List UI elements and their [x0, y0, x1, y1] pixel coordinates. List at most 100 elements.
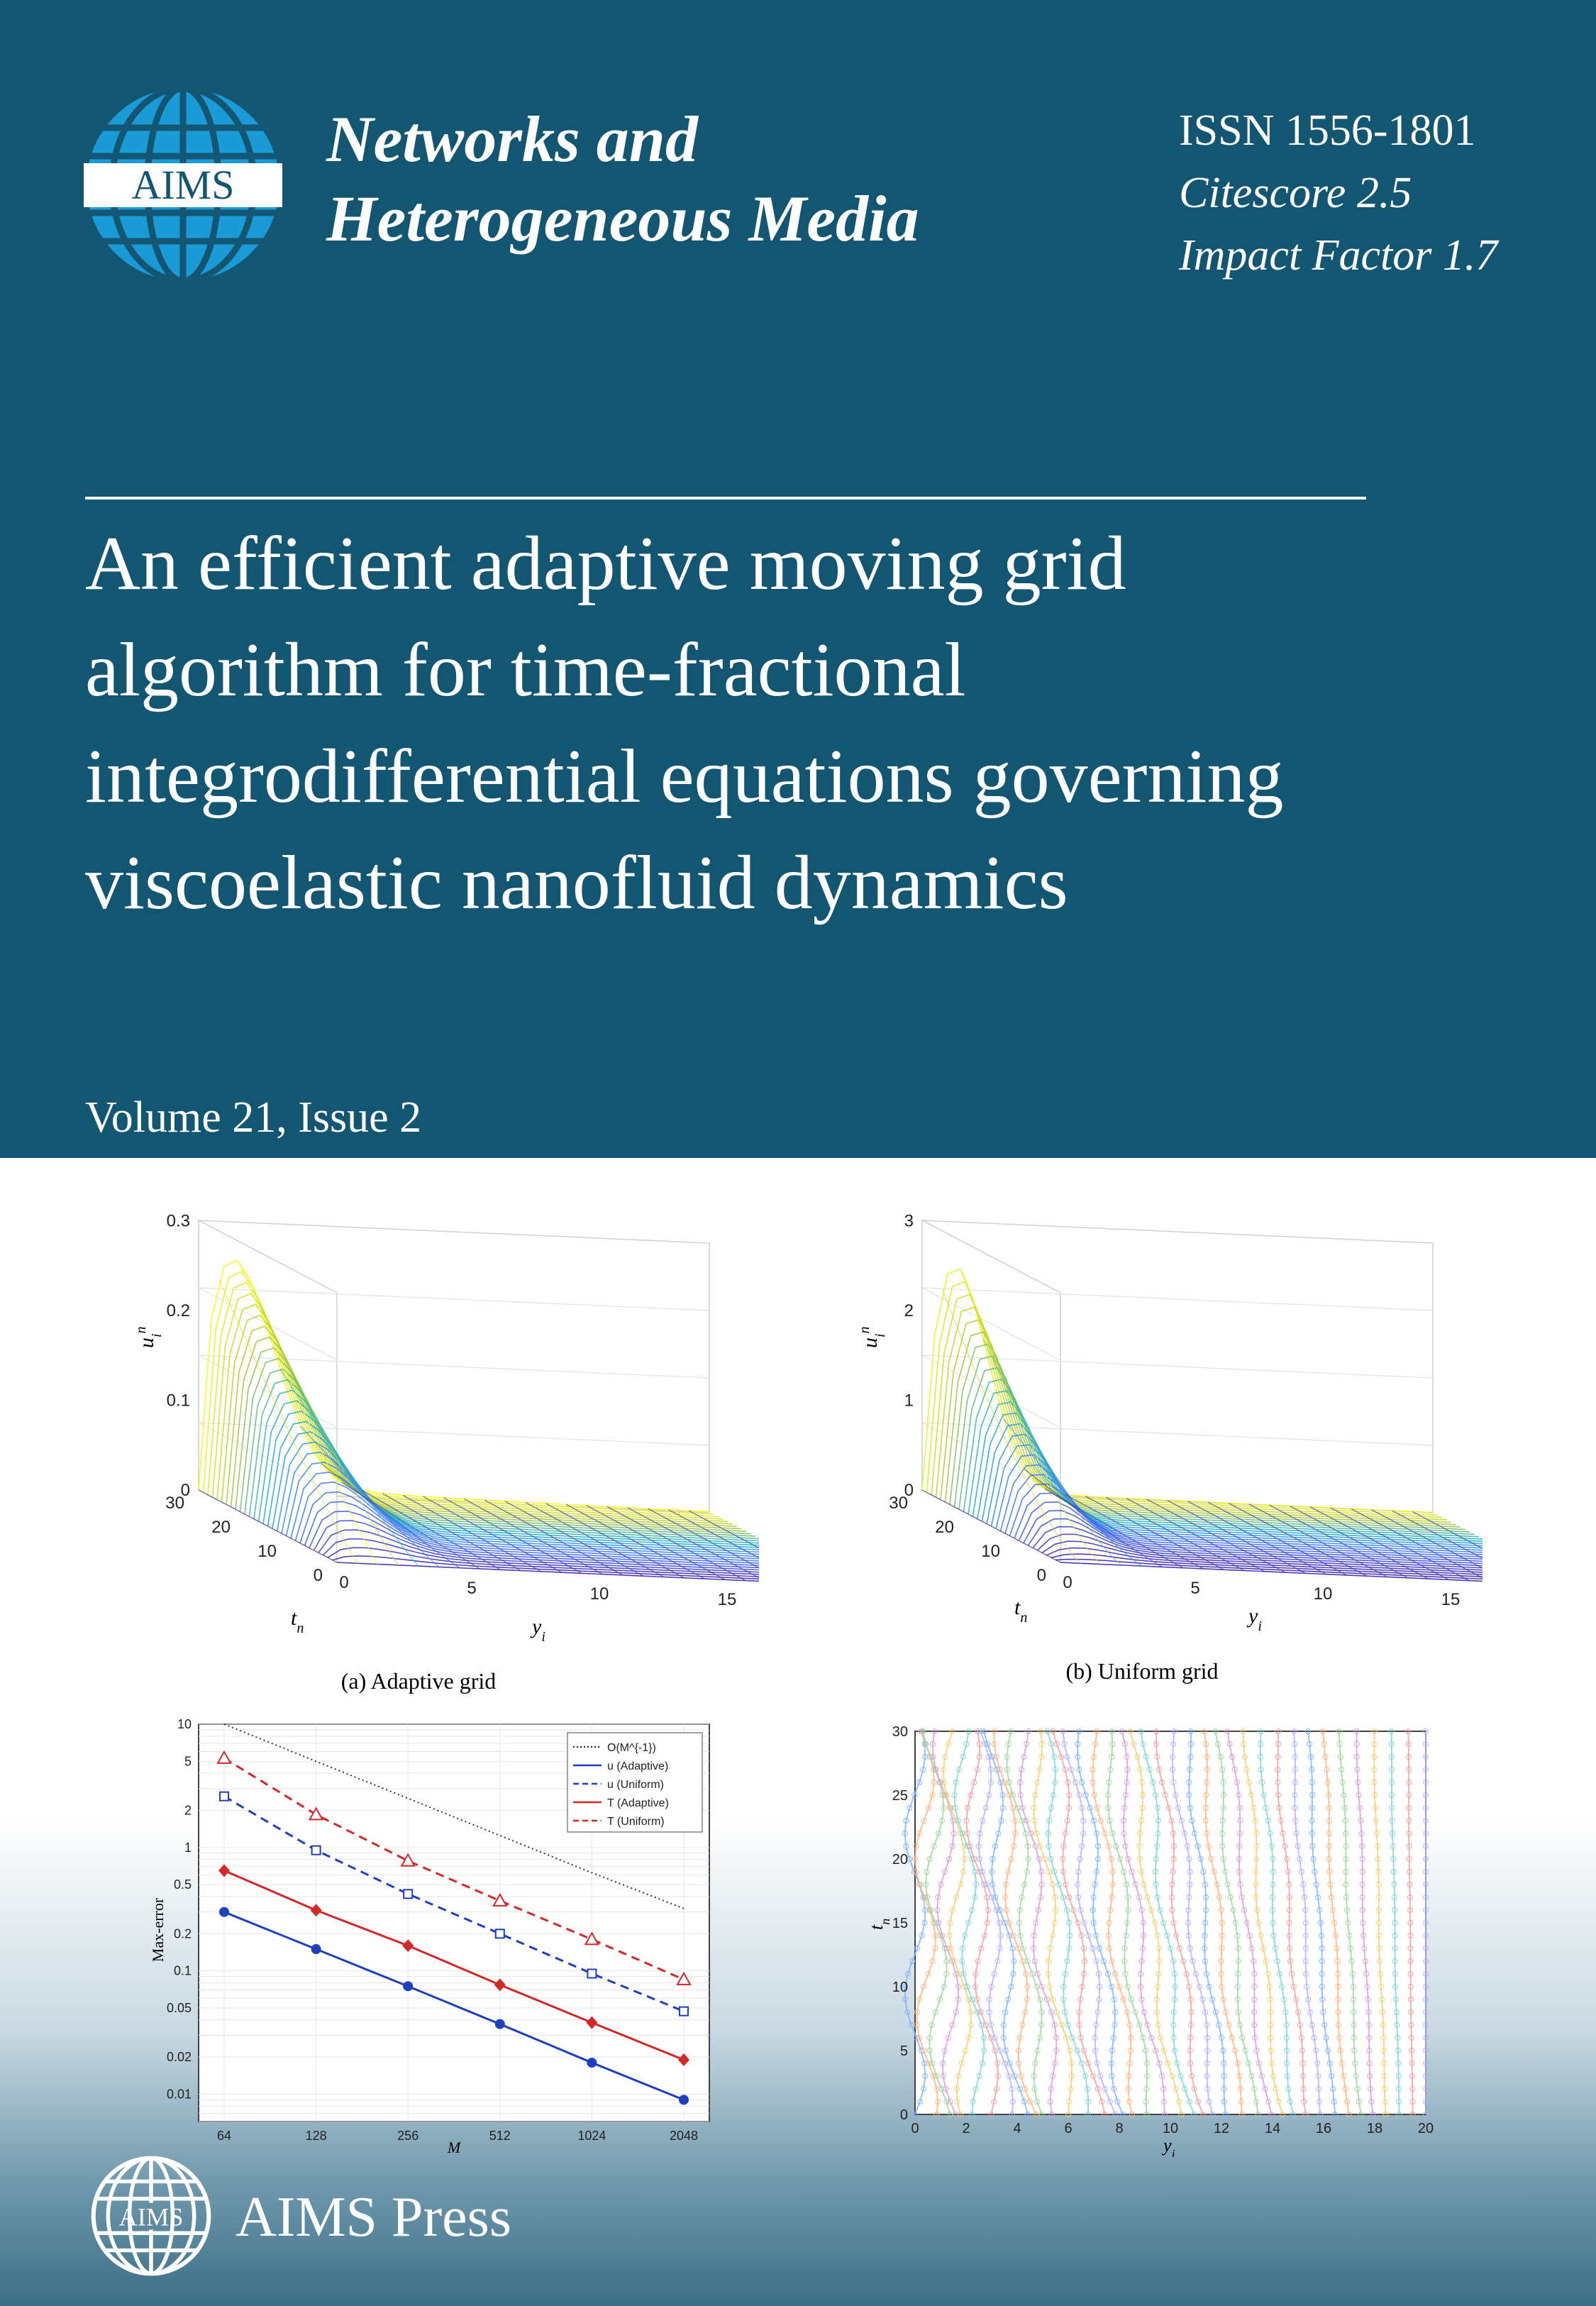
grid-node	[1219, 1766, 1226, 1773]
grid-node	[1204, 2073, 1210, 2080]
grid-node	[1046, 1843, 1052, 1850]
surface-mesh-line	[216, 1303, 728, 1523]
grid-node	[1407, 1958, 1414, 1965]
grid-node	[1236, 1843, 1243, 1850]
grid-node	[1253, 1894, 1259, 1901]
grid-trajectory	[1172, 1731, 1214, 2115]
grid-node	[946, 1932, 953, 1939]
grid-node	[1422, 1843, 1429, 1850]
grid-node	[1136, 1843, 1143, 1850]
surface-mesh-line	[402, 1494, 542, 1572]
z-axis-label: uin	[133, 1326, 165, 1348]
grid-node	[1131, 1740, 1137, 1748]
series-line	[223, 1869, 685, 2061]
grid-node	[1238, 2098, 1244, 2105]
grid-node	[1353, 1753, 1360, 1760]
grid-trajectory	[942, 1731, 972, 2115]
grid-node	[941, 1983, 947, 1990]
grid-node	[1326, 1868, 1333, 1875]
grid-node	[1219, 1932, 1225, 1939]
grid-node	[932, 2009, 938, 2016]
grid-node	[1000, 2021, 1007, 2029]
grid-node	[992, 1843, 998, 1850]
grid-node	[949, 1728, 955, 1735]
journal-title: Networks and Heterogeneous Media	[326, 99, 919, 258]
grid-node	[1234, 1779, 1240, 1786]
grid-node	[1090, 2073, 1097, 2080]
grid-node	[1107, 1817, 1113, 1824]
grid-node	[1310, 1855, 1317, 1863]
grid-node	[1251, 1958, 1257, 1965]
grid-trajectory	[1338, 1731, 1362, 2115]
grid-node	[1300, 1881, 1307, 1888]
grid-node	[1323, 2034, 1329, 2041]
grid-node	[922, 2073, 929, 2080]
grid-node	[1068, 2073, 1075, 2080]
grid-node	[1364, 1983, 1370, 1990]
x-tick-label: 2048	[670, 2129, 698, 2143]
grid-node	[1258, 1932, 1264, 1939]
grid-node	[1006, 1932, 1012, 1939]
surface-mesh-line	[202, 1270, 714, 1515]
y-tick-label: 0	[1063, 1573, 1072, 1592]
grid-node	[1253, 2047, 1260, 2054]
grid-node	[998, 1817, 1004, 1824]
grid-node	[968, 2021, 974, 2029]
grid-node	[1343, 1881, 1349, 1888]
grid-node	[1246, 1779, 1252, 1786]
surface-mesh-line	[942, 1289, 1082, 1564]
grid-node	[1422, 2111, 1429, 2118]
grid-node	[924, 1868, 930, 1875]
grid-node	[1235, 1945, 1241, 1952]
grid-node	[1156, 1945, 1162, 1952]
grid-node	[1260, 1792, 1267, 1799]
article-title: An efficient adaptive moving grid algori…	[85, 511, 1468, 937]
grid-node	[914, 2021, 920, 2029]
grid-node	[1366, 2060, 1373, 2067]
grid-node	[943, 2098, 950, 2105]
grid-node	[1298, 1868, 1304, 1875]
grid-node	[931, 1728, 938, 1735]
grid-node	[1395, 2047, 1401, 2054]
grid-node	[1067, 1932, 1073, 1939]
grid-node	[1027, 2098, 1033, 2105]
grid-node	[1422, 1804, 1429, 1811]
grid-node	[1422, 2073, 1429, 2080]
grid-node	[1341, 1804, 1348, 1811]
grid-node	[1121, 1804, 1128, 1811]
grid-node	[1273, 2085, 1279, 2092]
grid-node	[1102, 2085, 1108, 2092]
grid-node	[1049, 1932, 1055, 1939]
grid-node	[1258, 2073, 1265, 2080]
grid-node	[1407, 1894, 1413, 1901]
grid-node	[944, 1945, 951, 1952]
grid-node	[1422, 1881, 1429, 1888]
grid-node	[994, 2060, 1001, 2067]
grid-node	[1136, 1894, 1143, 1901]
x-tick-label: 14	[1265, 2121, 1280, 2136]
grid-node	[1096, 1945, 1103, 1952]
grid-node	[1006, 1779, 1012, 1786]
grid-node	[1117, 1855, 1124, 1863]
grid-node	[1108, 2060, 1114, 2067]
grid-node	[1367, 2073, 1373, 2080]
grid-node	[1263, 1958, 1269, 1965]
grid-node	[1185, 1932, 1192, 1939]
grid-node	[1360, 1919, 1366, 1926]
grid-node	[1154, 1843, 1160, 1850]
data-point	[310, 1904, 322, 1917]
grid-node	[939, 1932, 946, 1939]
grid-node	[937, 1779, 943, 1786]
grid-node	[1409, 2073, 1416, 2080]
grid-node	[1253, 1843, 1260, 1850]
grid-node	[972, 1881, 980, 1888]
grid-node	[1008, 1728, 1014, 1735]
grid-node	[1119, 2111, 1126, 2118]
grid-node	[1224, 1881, 1231, 1888]
grid-node	[968, 2009, 974, 2016]
grid-node	[1243, 1766, 1250, 1773]
grid-node	[1237, 1817, 1243, 1824]
grid-node	[1187, 1881, 1193, 1888]
grid-node	[1395, 2034, 1401, 2041]
grid-node	[980, 1817, 986, 1824]
